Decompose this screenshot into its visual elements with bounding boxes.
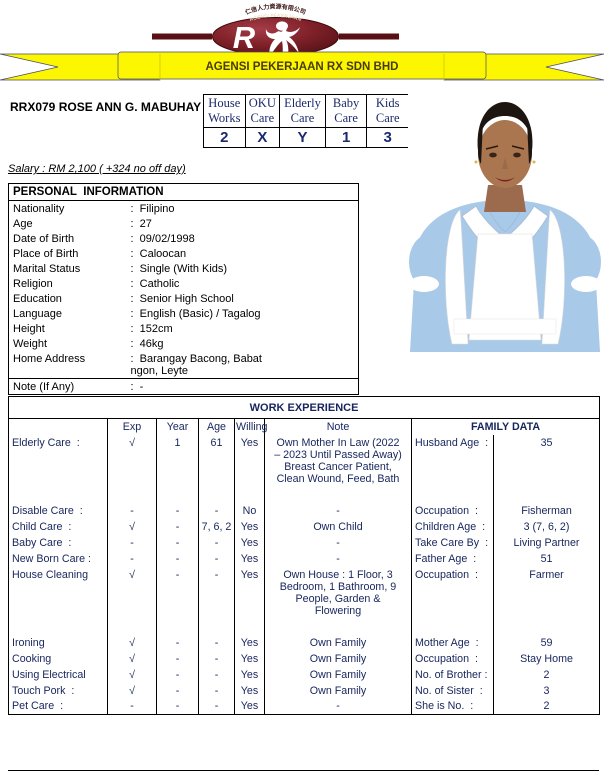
- svg-text:AGENSI PEKERJAAN RX SDN BHD: AGENSI PEKERJAAN RX SDN BHD: [206, 61, 399, 73]
